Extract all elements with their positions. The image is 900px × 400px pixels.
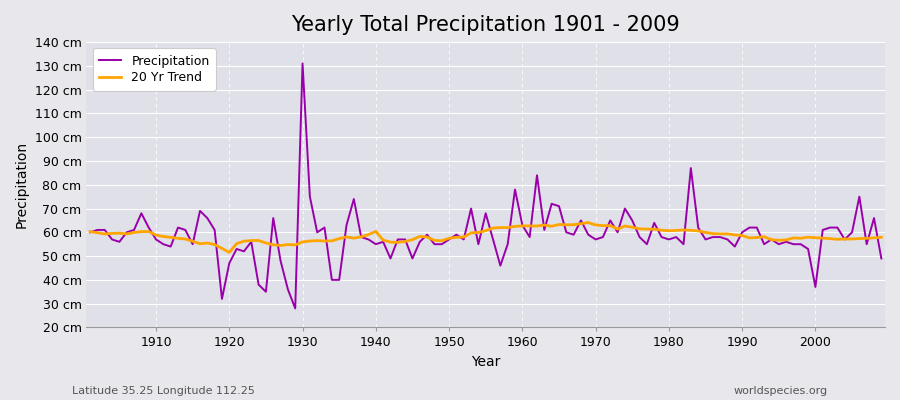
20 Yr Trend: [85, 229, 95, 234]
Text: worldspecies.org: worldspecies.org: [734, 386, 828, 396]
20 Yr Trend: [224, 250, 235, 255]
Precipitation: [320, 225, 330, 230]
Precipitation: [297, 61, 308, 66]
Precipitation: [876, 256, 886, 261]
20 Yr Trend: [517, 224, 527, 228]
Text: Latitude 35.25 Longitude 112.25: Latitude 35.25 Longitude 112.25: [72, 386, 255, 396]
20 Yr Trend: [311, 238, 322, 243]
Line: 20 Yr Trend: 20 Yr Trend: [90, 222, 881, 252]
20 Yr Trend: [356, 234, 366, 239]
Precipitation: [532, 173, 543, 178]
20 Yr Trend: [619, 224, 630, 228]
Line: Precipitation: Precipitation: [90, 64, 881, 308]
Precipitation: [619, 206, 630, 211]
Precipitation: [290, 306, 301, 311]
Precipitation: [143, 225, 154, 230]
Precipitation: [363, 237, 374, 242]
20 Yr Trend: [583, 220, 594, 225]
Precipitation: [525, 235, 535, 240]
Precipitation: [85, 230, 95, 235]
20 Yr Trend: [143, 229, 154, 234]
Title: Yearly Total Precipitation 1901 - 2009: Yearly Total Precipitation 1901 - 2009: [292, 15, 680, 35]
20 Yr Trend: [525, 224, 535, 228]
Legend: Precipitation, 20 Yr Trend: Precipitation, 20 Yr Trend: [93, 48, 216, 91]
X-axis label: Year: Year: [471, 355, 500, 369]
Y-axis label: Precipitation: Precipitation: [15, 141, 29, 228]
20 Yr Trend: [876, 235, 886, 240]
